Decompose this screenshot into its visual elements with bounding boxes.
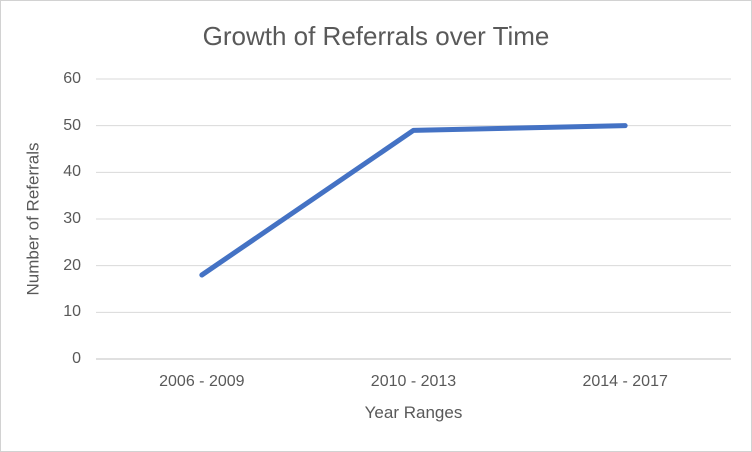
y-tick-label: 60 bbox=[63, 70, 81, 87]
y-tick-label: 50 bbox=[63, 116, 81, 134]
x-tick-label: 2014 - 2017 bbox=[582, 373, 668, 390]
y-tick-label: 40 bbox=[63, 163, 81, 181]
x-tick-label: 2006 - 2009 bbox=[159, 373, 245, 390]
x-tick-label: 2010 - 2013 bbox=[370, 373, 457, 390]
y-tick-label: 0 bbox=[72, 350, 81, 367]
y-tick-label: 10 bbox=[63, 303, 81, 321]
x-axis-title: Year Ranges bbox=[364, 403, 463, 422]
series-line bbox=[199, 123, 628, 278]
y-tick-label: 30 bbox=[63, 210, 81, 227]
y-tick-label: 20 bbox=[63, 256, 81, 274]
chart-title: Growth of Referrals over Time bbox=[202, 21, 550, 51]
